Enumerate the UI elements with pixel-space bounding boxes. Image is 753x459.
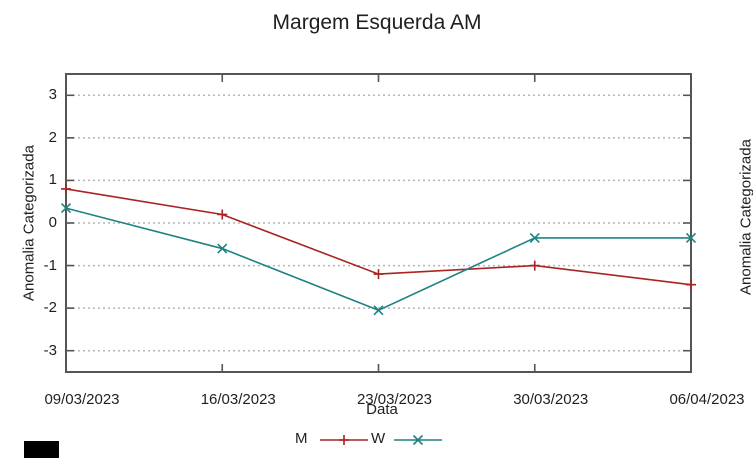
second-chart-y-axis-label-fragment: Anomalia Categorizada xyxy=(737,139,753,295)
y-tick-label: 1 xyxy=(48,171,57,189)
y-tick-label: 3 xyxy=(48,86,57,104)
x-tick-label: 09/03/2023 xyxy=(44,391,120,408)
y-tick-label: -1 xyxy=(43,256,57,274)
x-tick-label: 30/03/2023 xyxy=(513,391,589,408)
x-tick-label: 06/04/2023 xyxy=(669,391,745,408)
chart-title: Margem Esquerda AM xyxy=(272,11,482,34)
y-tick-label: 2 xyxy=(48,128,57,146)
legend-label-series-m: M xyxy=(295,430,308,447)
y-tick-label: -2 xyxy=(43,299,57,317)
y-tick-label: 0 xyxy=(48,214,57,231)
y-tick-label: -3 xyxy=(43,341,57,359)
x-tick-label: 16/03/2023 xyxy=(200,391,276,408)
black-box-artifact xyxy=(24,441,59,458)
legend-label-series-w: W xyxy=(371,430,386,447)
x-axis-label: Data xyxy=(366,401,398,418)
x-tick-label: 23/03/2023 xyxy=(356,391,433,408)
